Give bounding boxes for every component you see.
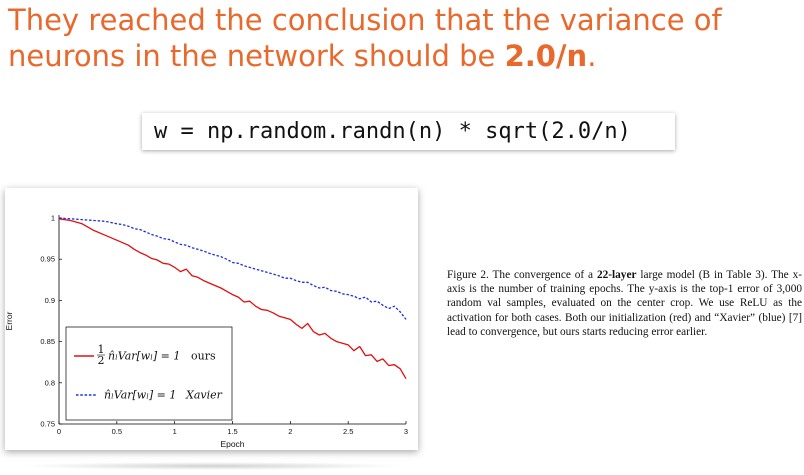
legend-frac-top: 1 bbox=[98, 343, 105, 356]
code-snippet: w = np.random.randn(n) * sqrt(2.0/n) bbox=[154, 119, 631, 144]
legend-label-ours: ours bbox=[191, 350, 216, 363]
y-tick-label: 0.95 bbox=[40, 255, 55, 264]
title-bold-formula: 2.0/n bbox=[504, 39, 588, 73]
y-tick-label: 0.85 bbox=[40, 337, 55, 346]
legend-math-ours: n̂ₗVar[wₗ] = 1 bbox=[108, 350, 180, 363]
y-tick-label: 0.9 bbox=[45, 296, 55, 305]
legend-frac-bottom: 2 bbox=[98, 354, 105, 367]
caption-bold: 22-layer bbox=[596, 269, 637, 281]
x-tick-label: 2 bbox=[288, 427, 292, 436]
y-tick-label: 0.8 bbox=[45, 378, 55, 387]
chart-series bbox=[58, 217, 407, 380]
x-tick-label: 2.5 bbox=[343, 427, 353, 436]
series-line-xavier bbox=[58, 217, 407, 320]
title-text: They reached the conclusion that the var… bbox=[8, 3, 722, 73]
x-tick-label: 0 bbox=[57, 427, 61, 436]
x-tick-label: 1 bbox=[173, 427, 177, 436]
chart-ticks: 0 0.5 1 1.5 2 2.5 3 0.75 0.8 0.85 0.9 0.95 1 Epoch Err… bbox=[4, 214, 408, 450]
caption-prefix: Figure 2. The convergence of a bbox=[447, 269, 597, 281]
figure-caption: Figure 2. The convergence of a 22-layer … bbox=[447, 268, 802, 339]
caption-rest: large model (B in Table 3). The x-axis i… bbox=[447, 269, 802, 338]
legend-box bbox=[65, 326, 233, 421]
code-snippet-box: w = np.random.randn(n) * sqrt(2.0/n) bbox=[142, 113, 675, 150]
x-tick-label: 3 bbox=[404, 427, 408, 436]
title-period: . bbox=[587, 39, 597, 73]
series-line-ours bbox=[58, 218, 407, 380]
figure-drop-shadow bbox=[20, 462, 404, 470]
x-tick-label: 1.5 bbox=[227, 427, 237, 436]
x-axis-title: Epoch bbox=[220, 439, 244, 449]
legend-label-xavier: Xavier bbox=[185, 389, 223, 402]
legend-math-xavier: n̂ₗVar[wₗ] = 1 bbox=[104, 389, 176, 402]
y-axis-title: Error bbox=[4, 311, 14, 330]
y-tick-label: 1 bbox=[51, 214, 55, 223]
x-tick-label: 0.5 bbox=[112, 427, 122, 436]
slide-title: They reached the conclusion that the var… bbox=[8, 2, 798, 74]
y-tick-label: 0.75 bbox=[40, 420, 55, 429]
